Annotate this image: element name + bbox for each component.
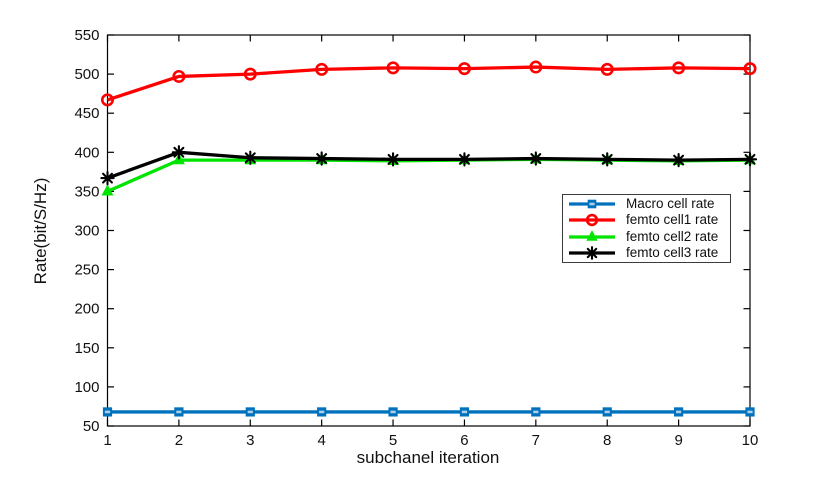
y-tick-label: 50: [83, 418, 100, 435]
legend-item-femto-cell3-rate: femto cell3 rate: [563, 245, 730, 261]
marker-circle: [672, 61, 686, 75]
legend-label: femto cell1 rate: [626, 212, 719, 228]
marker-circle: [600, 62, 614, 76]
marker-circle: [172, 69, 186, 83]
marker-circle: [743, 62, 757, 76]
y-tick-label: 350: [74, 183, 99, 200]
marker-circle: [243, 67, 257, 81]
marker-circle: [529, 60, 543, 74]
marker-circle: [457, 62, 471, 76]
marker-asterisk: [600, 152, 615, 167]
marker-circle: [315, 62, 329, 76]
legend-sample: [569, 214, 615, 227]
x-tick-label: 4: [317, 432, 325, 449]
marker-asterisk: [585, 245, 599, 260]
marker-asterisk: [100, 170, 115, 186]
legend-sample: [569, 199, 615, 209]
marker-asterisk: [171, 145, 187, 160]
series-line: [106, 65, 751, 102]
x-tick-label: 7: [532, 432, 540, 449]
x-tick-label: 5: [389, 432, 397, 449]
series-line: [106, 157, 751, 193]
marker-asterisk: [457, 152, 472, 167]
x-tick-label: 6: [460, 432, 468, 449]
legend-item-macro-cell-rate: Macro cell rate: [563, 196, 730, 212]
x-tick-label: 8: [603, 432, 611, 449]
legend: Macro cell rate femto cell1 rate femto cel…: [562, 194, 731, 263]
legend-label: femto cell3 rate: [626, 244, 719, 260]
y-tick-label: 550: [74, 27, 99, 44]
y-tick-label: 400: [74, 144, 99, 161]
plot-area: 1 2 3 4 5 6 7 8 9 10 50 100 150 200 250 300 350 400 450 500…: [74, 27, 758, 449]
y-axis-title: Rate(bit/S/Hz): [31, 178, 50, 285]
marker-circle: [101, 93, 115, 107]
marker-triangle-up: [101, 184, 114, 196]
marker-square: [745, 407, 755, 417]
marker-asterisk: [742, 152, 758, 167]
y-tick-label: 200: [74, 301, 99, 318]
marker-asterisk: [314, 151, 329, 166]
marker-asterisk: [243, 150, 258, 165]
x-tick-label: 2: [175, 432, 183, 449]
marker-square: [587, 199, 597, 209]
legend-sample: [569, 245, 615, 260]
series-macro-cell-rate: [102, 407, 755, 417]
y-tick-label: 250: [74, 262, 99, 279]
x-tick-label: 9: [674, 432, 682, 449]
marker-square: [531, 407, 541, 417]
y-tick-label: 100: [74, 379, 99, 396]
marker-square: [102, 407, 113, 417]
y-tick-label: 500: [74, 66, 99, 83]
marker-circle: [585, 214, 599, 227]
marker-square: [602, 407, 612, 417]
x-axis-title: subchanel iteration: [357, 448, 500, 467]
y-tick-label: 450: [74, 105, 99, 122]
y-tick-label: 300: [74, 223, 99, 240]
legend-item-femto-cell1-rate: femto cell1 rate: [563, 212, 730, 228]
series-femto-cell1-rate: [101, 60, 757, 107]
marker-triangle-up: [586, 229, 598, 241]
legend-label: femto cell2 rate: [626, 228, 719, 244]
legend-sample: [569, 229, 615, 241]
x-tick-label: 3: [246, 432, 254, 449]
marker-circle: [386, 61, 400, 75]
marker-square: [674, 407, 684, 417]
series-femto-cell3-rate: [100, 145, 758, 186]
x-tick-label: 1: [103, 432, 111, 449]
y-tick-label: 150: [74, 340, 99, 357]
x-tick-label: 10: [742, 432, 759, 449]
marker-square: [245, 407, 255, 417]
marker-square: [317, 407, 327, 417]
legend-label: Macro cell rate: [626, 196, 715, 212]
marker-square: [459, 407, 470, 417]
marker-square: [388, 407, 398, 417]
series-line: [106, 150, 751, 180]
marker-asterisk: [671, 152, 686, 168]
marker-square: [174, 407, 184, 417]
legend-item-femto-cell2-rate: femto cell2 rate: [563, 229, 730, 245]
marker-asterisk: [528, 151, 543, 166]
marker-asterisk: [385, 152, 401, 167]
